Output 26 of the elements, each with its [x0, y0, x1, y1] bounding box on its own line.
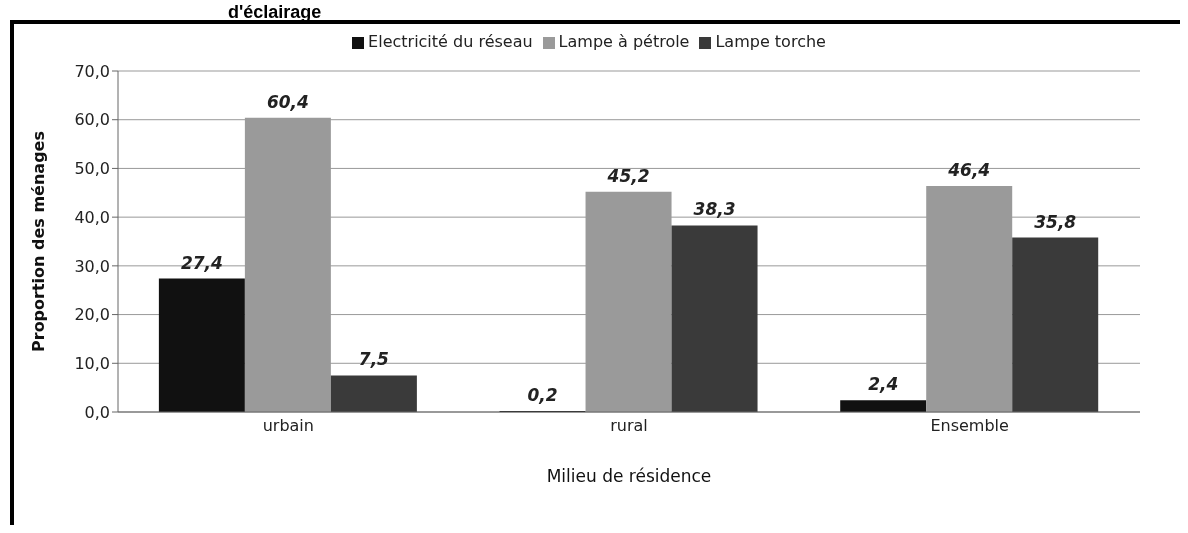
legend-label: Lampe à pétrole: [558, 32, 690, 51]
y-tick-label: 0,0: [84, 402, 110, 422]
y-tick-label: 10,0: [74, 353, 110, 373]
legend-label: Electricité du réseau: [368, 32, 533, 51]
x-tick-label: Ensemble: [930, 416, 1009, 436]
data-label: 2,4: [868, 374, 899, 395]
data-label: 27,4: [180, 252, 223, 273]
x-tick-label: rural: [610, 416, 648, 436]
y-axis-title: Proportion des ménages: [28, 131, 48, 352]
y-tick-label: 70,0: [74, 61, 110, 81]
y-tick-label: 60,0: [74, 110, 110, 130]
chart-title: d'éclairage: [228, 2, 322, 23]
data-label: 46,4: [947, 159, 991, 180]
data-label: 60,4: [266, 91, 309, 112]
y-tick-label: 40,0: [74, 207, 110, 227]
data-label: 35,8: [1034, 211, 1077, 232]
data-label: 38,3: [693, 199, 736, 220]
y-tick-label: 20,0: [74, 305, 110, 325]
x-axis-title: Milieu de résidence: [546, 466, 712, 486]
y-tick-label: 30,0: [74, 256, 110, 276]
x-tick-label: urbain: [262, 416, 314, 436]
legend-label: Lampe torche: [715, 32, 826, 51]
y-tick-label: 50,0: [74, 159, 110, 179]
data-label: 7,5: [358, 349, 389, 370]
data-label: 0,2: [527, 385, 558, 406]
data-label: 45,2: [606, 165, 650, 186]
